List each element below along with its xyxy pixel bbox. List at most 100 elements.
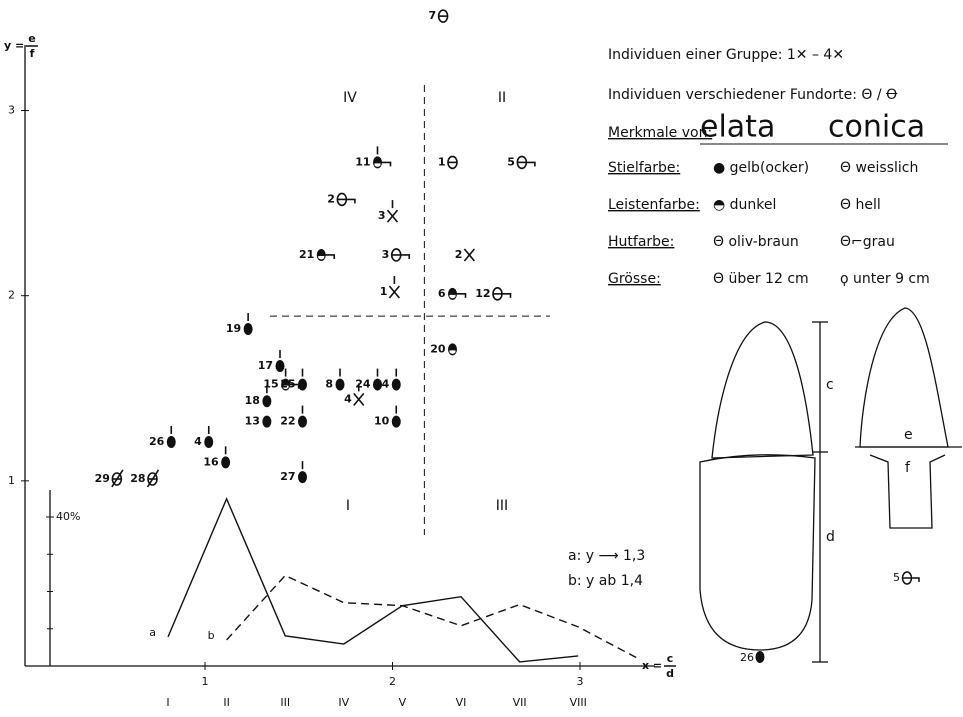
point bbox=[391, 368, 401, 391]
symbol bbox=[262, 395, 272, 408]
legend-item: Θ hell bbox=[840, 197, 881, 213]
symbol bbox=[391, 415, 401, 428]
point bbox=[243, 313, 253, 336]
symbol bbox=[275, 360, 285, 373]
point-label: 4 bbox=[344, 392, 352, 405]
symbol bbox=[298, 378, 307, 391]
point bbox=[281, 368, 300, 391]
inset-y-tick-label: 40% bbox=[56, 510, 80, 523]
legend-row-label: Grösse: bbox=[608, 271, 661, 287]
point-label: 3 bbox=[382, 248, 390, 261]
symbol bbox=[463, 248, 475, 262]
point-label: 22 bbox=[280, 415, 295, 428]
point-label: 14 bbox=[374, 378, 390, 391]
symbol bbox=[298, 415, 307, 428]
symbol bbox=[373, 378, 382, 391]
category-label: I bbox=[166, 696, 169, 709]
x-tick-label: 1 bbox=[202, 675, 209, 688]
axis-label: e bbox=[28, 32, 35, 45]
dim-label: c bbox=[826, 377, 834, 393]
point bbox=[516, 155, 536, 170]
symbol bbox=[386, 209, 399, 223]
point bbox=[262, 415, 272, 428]
quadrant: I bbox=[346, 498, 350, 514]
symbol bbox=[318, 255, 325, 260]
point bbox=[386, 200, 399, 223]
specimen-label: 5 bbox=[893, 571, 900, 584]
point-label: 15 bbox=[263, 378, 278, 391]
point-label: 4 bbox=[194, 435, 202, 448]
legend-row-label: Hutfarbe: bbox=[608, 234, 674, 250]
quadrant: II bbox=[498, 90, 506, 106]
point-label: 2 bbox=[455, 248, 463, 261]
category-label: III bbox=[280, 696, 290, 709]
category-label: II bbox=[223, 696, 230, 709]
symbol bbox=[204, 435, 214, 448]
point bbox=[463, 248, 475, 262]
legend-item: ● gelb(ocker) bbox=[713, 160, 809, 176]
species: elata bbox=[700, 110, 775, 145]
point bbox=[221, 446, 231, 469]
drawings bbox=[699, 307, 962, 663]
point bbox=[353, 383, 365, 406]
point-label: 17 bbox=[258, 359, 273, 372]
legend-item: ϙ unter 9 cm bbox=[840, 271, 930, 287]
point-label: 11 bbox=[355, 155, 370, 168]
symbol bbox=[437, 9, 449, 23]
point bbox=[335, 368, 345, 391]
point-label: 27 bbox=[280, 470, 295, 483]
point bbox=[316, 248, 336, 261]
key bbox=[345, 198, 356, 204]
point-label: 5 bbox=[507, 155, 515, 168]
key bbox=[400, 254, 411, 259]
point-label: 28 bbox=[130, 472, 145, 485]
axis-label: y = bbox=[4, 39, 24, 52]
point bbox=[391, 405, 401, 428]
symbol bbox=[111, 469, 124, 488]
point-label: 19 bbox=[226, 322, 241, 335]
point-label: 16 bbox=[203, 455, 219, 468]
y-tick-label: 1 bbox=[8, 474, 15, 487]
point bbox=[448, 343, 457, 356]
x-tick-label: 3 bbox=[577, 675, 584, 688]
point-label: 6 bbox=[438, 287, 446, 300]
point-label: 21 bbox=[299, 248, 314, 261]
key bbox=[525, 161, 536, 167]
point bbox=[298, 461, 307, 484]
point bbox=[298, 368, 307, 391]
point-label: 10 bbox=[374, 415, 390, 428]
quadrant: III bbox=[496, 498, 508, 514]
point bbox=[437, 9, 449, 23]
point-label: 25 bbox=[280, 378, 295, 391]
category-label: V bbox=[399, 696, 407, 709]
point-label: 2 bbox=[327, 192, 335, 205]
symbol bbox=[447, 155, 458, 170]
symbol bbox=[146, 469, 160, 488]
axis-label: d bbox=[666, 667, 674, 680]
symbol bbox=[353, 392, 365, 406]
series-line bbox=[167, 496, 579, 663]
legend-item: Θ⌐grau bbox=[840, 234, 895, 250]
symbol bbox=[391, 378, 401, 391]
symbol bbox=[147, 472, 158, 486]
specimen-label: 26 bbox=[740, 651, 754, 664]
series-name: b bbox=[208, 629, 215, 642]
axis-label: x = bbox=[642, 659, 662, 672]
point-label: 29 bbox=[95, 472, 110, 485]
point bbox=[146, 469, 160, 488]
specimen-symbol bbox=[901, 571, 920, 585]
symbol bbox=[335, 378, 345, 391]
key bbox=[501, 293, 512, 298]
specimen-symbol bbox=[755, 651, 765, 663]
symbol bbox=[111, 472, 123, 486]
category-label: IV bbox=[338, 696, 349, 709]
point bbox=[262, 385, 272, 408]
symbol bbox=[221, 456, 231, 469]
symbol bbox=[449, 294, 456, 299]
dim-label: f bbox=[905, 460, 911, 476]
symbol bbox=[298, 471, 307, 484]
legend-row-label: Stielfarbe: bbox=[608, 160, 680, 176]
quadrant: IV bbox=[343, 90, 357, 106]
point bbox=[111, 469, 124, 488]
legend-row-label: Leistenfarbe: bbox=[608, 197, 700, 213]
